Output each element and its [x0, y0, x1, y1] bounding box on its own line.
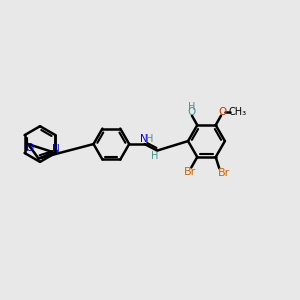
Text: O: O [218, 107, 226, 117]
Text: N: N [140, 134, 148, 144]
Text: N: N [52, 143, 60, 154]
Text: O: O [25, 143, 33, 153]
Text: CH₃: CH₃ [229, 107, 247, 117]
Text: H: H [188, 102, 196, 112]
Text: Br: Br [184, 167, 196, 178]
Text: H: H [152, 151, 159, 161]
Text: H: H [146, 134, 153, 144]
Text: O: O [188, 107, 196, 117]
Text: Br: Br [218, 168, 230, 178]
